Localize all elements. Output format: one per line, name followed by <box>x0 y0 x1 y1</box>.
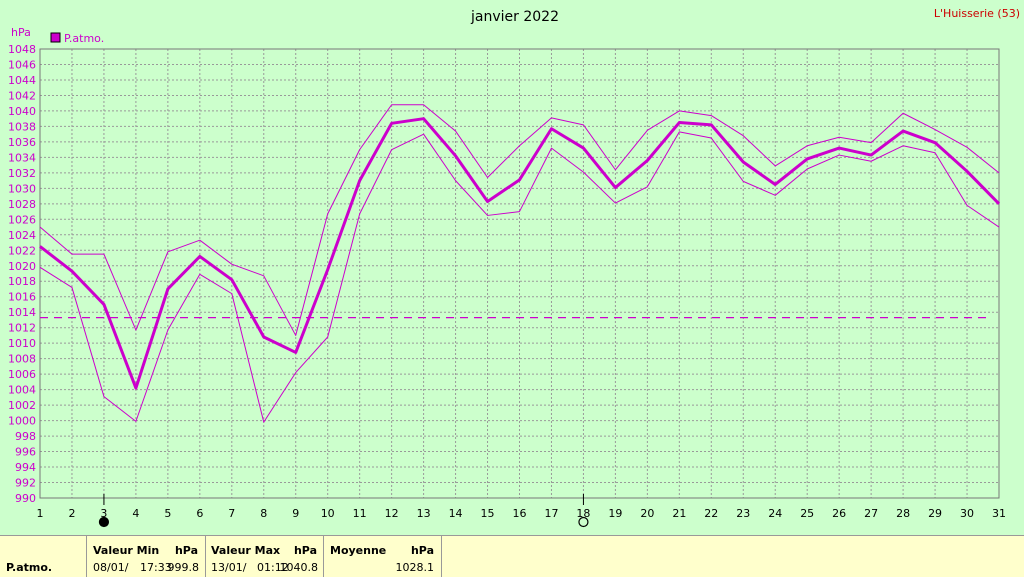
y-tick-label: 1032 <box>8 167 36 180</box>
y-tick-label: 1014 <box>8 306 36 319</box>
legend-swatch <box>50 32 61 43</box>
x-tick-label: 19 <box>608 507 622 520</box>
x-tick-label: 14 <box>449 507 463 520</box>
y-tick-label: 1024 <box>8 229 36 242</box>
y-tick-label: 998 <box>15 430 36 443</box>
x-tick-label: 15 <box>481 507 495 520</box>
chart-series <box>39 104 1001 423</box>
x-tick-label: 20 <box>640 507 654 520</box>
stats-min-cell: Valeur Min hPa 08/01/ 17:33 999.8 <box>86 536 206 577</box>
stats-mean-value: 1028.1 <box>395 561 435 574</box>
pressure-chart: janvier 2022 L'Huisserie (53) hPa P.atmo… <box>8 7 1020 528</box>
stats-mean-unit: hPa <box>410 544 434 557</box>
x-tick-label: 7 <box>228 507 235 520</box>
station-name: L'Huisserie (53) <box>934 7 1020 20</box>
x-tick-label: 4 <box>132 507 139 520</box>
y-tick-label: 994 <box>15 461 36 474</box>
y-tick-label: 1022 <box>8 244 36 257</box>
moon-open-icon <box>578 516 589 528</box>
moon-filled-icon <box>98 516 110 528</box>
x-tick-label: 10 <box>321 507 335 520</box>
chart-markers <box>98 494 589 528</box>
series-line-mean <box>39 117 1001 390</box>
y-tick-label: 1006 <box>8 368 36 381</box>
y-tick-label: 1002 <box>8 399 36 412</box>
x-tick-label: 13 <box>417 507 431 520</box>
x-tick-label: 6 <box>196 507 203 520</box>
y-tick-label: 1048 <box>8 43 36 56</box>
series-line-max <box>39 104 1000 336</box>
x-tick-label: 3 <box>100 507 107 520</box>
y-tick-label: 1046 <box>8 58 36 71</box>
y-tick-label: 1018 <box>8 275 36 288</box>
y-tick-label: 990 <box>15 492 36 505</box>
y-tick-label: 996 <box>15 446 36 459</box>
plot-frame <box>39 48 1000 499</box>
y-tick-label: 992 <box>15 477 36 490</box>
stats-max-time: 01:12 <box>257 561 289 574</box>
y-tick-label: 1042 <box>8 89 36 102</box>
y-tick-label: 1034 <box>8 151 36 164</box>
x-tick-label: 1 <box>37 507 44 520</box>
stats-panel: P.atmo. Valeur Min hPa 08/01/ 17:33 999.… <box>0 535 1024 577</box>
y-tick-label: 1020 <box>8 260 36 273</box>
x-tick-label: 22 <box>704 507 718 520</box>
y-tick-label: 1038 <box>8 120 36 133</box>
stats-mean-cell: Moyenne hPa 1028.1 <box>323 536 442 577</box>
stats-min-header: Valeur Min <box>93 544 160 557</box>
x-tick-label: 30 <box>960 507 974 520</box>
y-tick-label: 1028 <box>8 198 36 211</box>
stats-min-unit: hPa <box>174 544 198 557</box>
x-tick-label: 11 <box>353 507 367 520</box>
series-line-min <box>39 131 1000 423</box>
y-tick-label: 1000 <box>8 415 36 428</box>
y-tick-label: 1040 <box>8 105 36 118</box>
y-unit-label: hPa <box>11 26 31 39</box>
stats-max-date: 13/01/ <box>211 561 247 574</box>
stats-min-time: 17:33 <box>140 561 172 574</box>
y-tick-label: 1010 <box>8 337 36 350</box>
x-tick-label: 23 <box>736 507 750 520</box>
x-tick-label: 25 <box>800 507 814 520</box>
x-tick-label: 9 <box>292 507 299 520</box>
x-tick-label: 8 <box>260 507 267 520</box>
y-tick-label: 1036 <box>8 136 36 149</box>
y-tick-label: 1012 <box>8 322 36 335</box>
y-tick-label: 1016 <box>8 291 36 304</box>
y-tick-label: 1026 <box>8 213 36 226</box>
x-tick-label: 26 <box>832 507 846 520</box>
x-tick-label: 18 <box>576 507 590 520</box>
x-tick-label: 24 <box>768 507 782 520</box>
stats-min-date: 08/01/ <box>93 561 129 574</box>
stats-row-label: P.atmo. <box>6 561 53 574</box>
x-axis: 1 2 3 4 5 6 7 8 9 10 11 12 13 14 15 16 17 18 19 20 21 22 23 24 2… <box>37 507 1007 520</box>
legend-label: P.atmo. <box>64 32 104 45</box>
stats-max-value: 1040.8 <box>279 561 319 574</box>
x-tick-label: 17 <box>544 507 558 520</box>
x-tick-label: 27 <box>864 507 878 520</box>
y-tick-label: 1004 <box>8 384 36 397</box>
x-tick-label: 5 <box>164 507 171 520</box>
x-tick-label: 2 <box>68 507 75 520</box>
x-tick-label: 21 <box>672 507 686 520</box>
x-tick-label: 28 <box>896 507 910 520</box>
stats-max-cell: Valeur Max hPa 13/01/ 01:12 1040.8 <box>205 536 324 577</box>
stats-min-value: 999.8 <box>167 561 200 574</box>
y-tick-label: 1008 <box>8 353 36 366</box>
stats-max-header: Valeur Max <box>211 544 281 557</box>
stats-mean-header: Moyenne <box>330 544 387 557</box>
stats-max-unit: hPa <box>293 544 317 557</box>
x-tick-label: 12 <box>385 507 399 520</box>
x-tick-label: 16 <box>513 507 527 520</box>
y-tick-label: 1030 <box>8 182 36 195</box>
x-tick-label: 29 <box>928 507 942 520</box>
chart-title: janvier 2022 <box>470 9 559 25</box>
chart-grid <box>39 48 1000 499</box>
x-tick-label: 31 <box>992 507 1006 520</box>
y-axis: 990 992 994 996 998 1000 1002 1004 1006 1008 1010 1… <box>8 43 36 505</box>
stats-row-label-cell: P.atmo. <box>0 536 87 577</box>
y-tick-label: 1044 <box>8 74 36 87</box>
